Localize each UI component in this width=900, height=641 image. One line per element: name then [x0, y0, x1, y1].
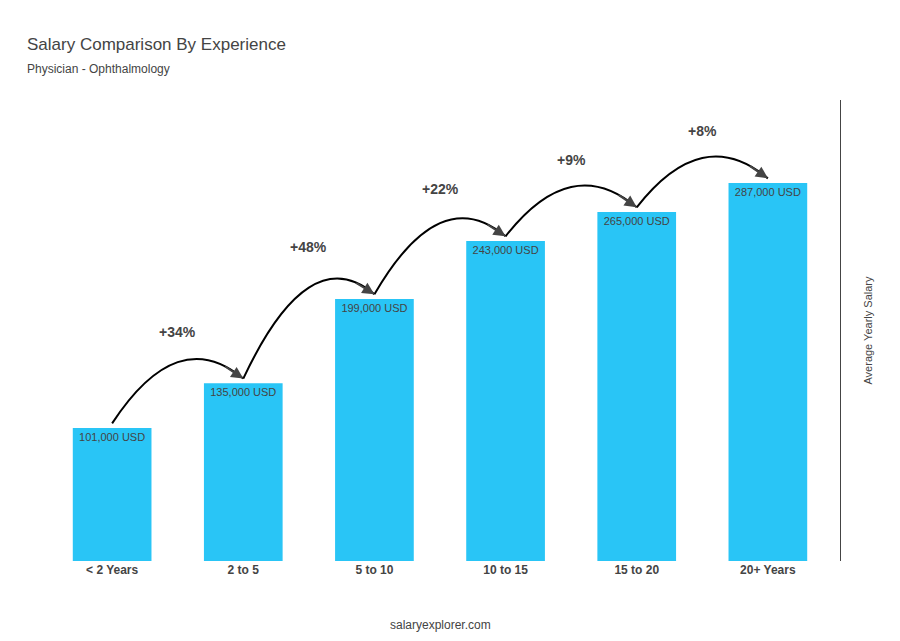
svg-text:+9%: +9% — [557, 152, 586, 168]
svg-text:265,000 USD: 265,000 USD — [604, 215, 670, 227]
svg-text:287,000 USD: 287,000 USD — [735, 186, 801, 198]
svg-text:20+ Years: 20+ Years — [740, 563, 796, 577]
svg-text:135,000 USD: 135,000 USD — [210, 386, 276, 398]
svg-text:101,000 USD: 101,000 USD — [79, 431, 145, 443]
svg-text:5 to 10: 5 to 10 — [355, 563, 393, 577]
svg-text:10 to 15: 10 to 15 — [483, 563, 528, 577]
svg-text:salaryexplorer.com: salaryexplorer.com — [390, 618, 491, 632]
svg-text:199,000 USD: 199,000 USD — [341, 302, 407, 314]
svg-text:Average Yearly Salary: Average Yearly Salary — [862, 276, 874, 385]
svg-text:Salary Comparison By Experienc: Salary Comparison By Experience — [27, 35, 286, 54]
svg-text:< 2 Years: < 2 Years — [86, 563, 138, 577]
svg-text:+22%: +22% — [422, 181, 459, 197]
svg-text:243,000 USD: 243,000 USD — [473, 244, 539, 256]
svg-text:+8%: +8% — [688, 123, 717, 139]
svg-text:2 to 5: 2 to 5 — [228, 563, 260, 577]
svg-text:+34%: +34% — [159, 324, 196, 340]
svg-text:Physician - Ophthalmology: Physician - Ophthalmology — [27, 62, 170, 76]
svg-text:+48%: +48% — [290, 239, 327, 255]
svg-text:15 to 20: 15 to 20 — [614, 563, 659, 577]
